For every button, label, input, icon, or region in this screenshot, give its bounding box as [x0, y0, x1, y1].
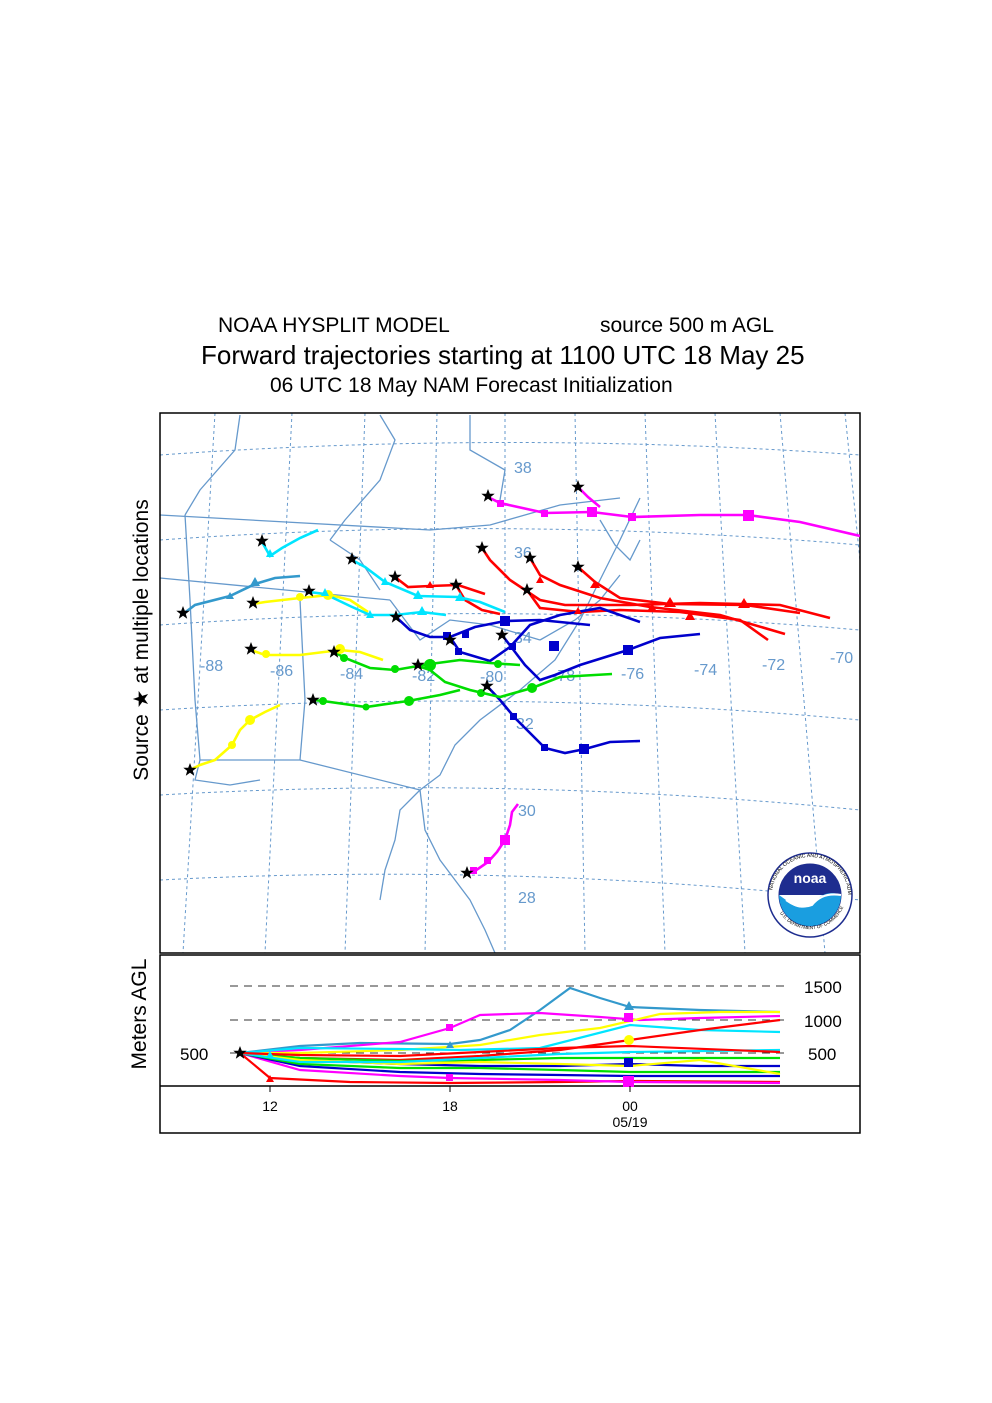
altitude-panel: Meters AGL 1500 1000 500 500	[128, 954, 861, 1134]
lon-label: -76	[621, 666, 644, 683]
height-trace-steelblue	[239, 986, 781, 1055]
altitude-markers	[233, 1001, 634, 1087]
markers-steelblue	[226, 577, 260, 599]
lon-label: -72	[762, 657, 785, 674]
map-panel: -88 -86 -84 -82 -80 -78 -76 -74 -72 -70 …	[0, 0, 861, 954]
markers-red	[426, 576, 750, 620]
markers-green	[319, 654, 537, 711]
subtitle: 06 UTC 18 May NAM Forecast Initializatio…	[270, 374, 673, 397]
markers-blue	[443, 616, 633, 754]
lat-label: 38	[514, 460, 532, 477]
trajectory-yellow	[250, 648, 384, 662]
level-label-1500: 1500	[804, 978, 842, 997]
trajectory-cyan	[260, 528, 319, 558]
lon-label: -88	[200, 658, 223, 675]
main-title: Forward trajectories starting at 1100 UT…	[201, 340, 805, 370]
trajectory-red	[454, 584, 501, 616]
time-tick-label: 00	[622, 1098, 638, 1114]
lon-label: -86	[270, 663, 293, 680]
altitude-ylabel: Meters AGL	[128, 959, 151, 1070]
map-side-label: Source ★ at multiple locations	[130, 499, 153, 780]
trajectory-red	[480, 547, 831, 620]
time-tick-label: 18	[442, 1098, 458, 1114]
latitude-gridlines	[160, 442, 860, 901]
trajectory-red	[525, 589, 769, 642]
trajectory-blue	[395, 616, 591, 639]
trajectory-blue	[448, 606, 641, 663]
height-trace-yellow	[240, 1010, 780, 1055]
height-trace-cyan	[239, 1023, 781, 1055]
model-title: NOAA HYSPLIT MODEL	[218, 314, 450, 337]
lon-label: -74	[694, 662, 717, 679]
lat-label: 30	[518, 803, 536, 820]
trajectory-green	[312, 688, 461, 709]
trajectory-blue	[486, 685, 641, 755]
lon-label: -80	[480, 669, 503, 686]
trajectory-steelblue	[182, 574, 301, 616]
lat-label: 34	[514, 630, 532, 647]
trajectory-green	[417, 664, 613, 699]
noaa-logo-text: noaa	[794, 870, 827, 886]
trajectory-yellow	[252, 593, 369, 614]
date-label: 05/19	[612, 1114, 647, 1130]
altitude-frame	[159, 954, 861, 1134]
trajectory-red	[577, 566, 801, 615]
height-trace-green-low	[239, 1051, 780, 1074]
trajectory-yellow	[189, 703, 281, 772]
level-label-500: 500	[808, 1045, 836, 1064]
height-trace-cyan-low	[239, 1048, 781, 1064]
height-trace-yellow-low	[239, 1051, 781, 1076]
height-trace-red-mid	[239, 1044, 781, 1058]
level-label-1000: 1000	[804, 1012, 842, 1031]
lat-label: 28	[518, 890, 536, 907]
map-boundaries	[160, 414, 641, 953]
source-height-label: 500	[180, 1045, 208, 1064]
trajectory-magenta	[466, 803, 520, 876]
height-trace-magenta	[239, 1011, 781, 1055]
lon-label: -84	[340, 666, 363, 683]
lat-label: 32	[516, 716, 534, 733]
time-tick-label: 12	[262, 1098, 278, 1114]
markers-cyan	[266, 549, 465, 618]
longitude-gridlines	[182, 413, 860, 953]
source-height-title: source 500 m AGL	[600, 314, 774, 337]
markers-magenta	[470, 500, 754, 874]
lon-label: -70	[830, 650, 853, 667]
map-frame	[159, 412, 861, 954]
height-trace-green	[239, 1051, 780, 1063]
lon-label: -82	[412, 668, 435, 685]
noaa-logo: noaa NATIONAL OCEANIC AND ATMOSPHERIC AD…	[0, 0, 853, 938]
trajectory-blue	[500, 632, 701, 682]
trajectory-red	[528, 557, 786, 636]
